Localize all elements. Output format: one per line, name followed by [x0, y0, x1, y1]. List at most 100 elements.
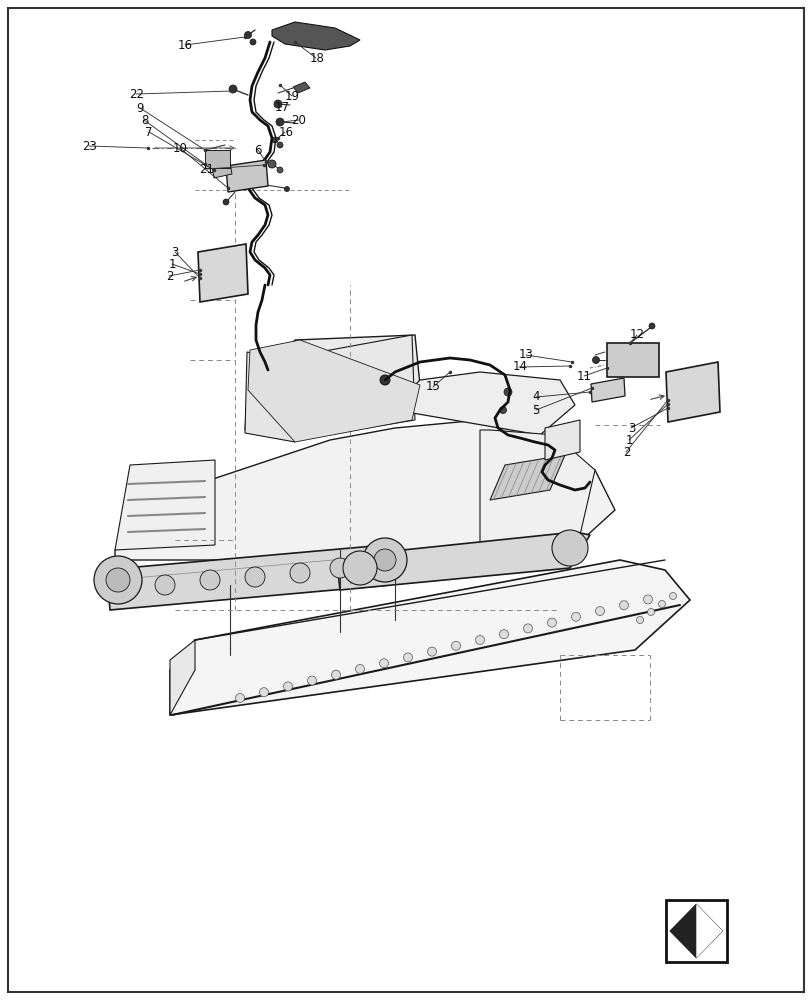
Polygon shape	[489, 455, 564, 500]
Polygon shape	[225, 160, 268, 192]
Text: 12: 12	[629, 328, 644, 342]
Text: 8: 8	[140, 114, 148, 127]
Circle shape	[636, 616, 642, 624]
Circle shape	[329, 558, 350, 578]
Text: 22: 22	[129, 88, 144, 101]
Text: 20: 20	[291, 114, 306, 127]
Circle shape	[475, 636, 484, 644]
Circle shape	[427, 647, 436, 656]
Circle shape	[223, 199, 229, 205]
Circle shape	[94, 556, 142, 604]
Circle shape	[200, 570, 220, 590]
Text: 19: 19	[285, 90, 299, 103]
Text: 1: 1	[624, 434, 633, 446]
Polygon shape	[169, 560, 689, 715]
Circle shape	[363, 538, 406, 582]
Polygon shape	[115, 420, 614, 560]
Polygon shape	[198, 244, 247, 302]
Circle shape	[268, 160, 276, 168]
Text: 23: 23	[82, 140, 97, 153]
Circle shape	[235, 694, 244, 702]
Circle shape	[284, 187, 290, 192]
Text: 14: 14	[512, 360, 526, 373]
Circle shape	[648, 323, 654, 329]
Polygon shape	[292, 335, 414, 440]
Circle shape	[669, 592, 676, 599]
Text: 13: 13	[518, 349, 533, 361]
Polygon shape	[544, 420, 579, 460]
Circle shape	[646, 608, 654, 615]
Text: 3: 3	[170, 245, 178, 258]
Circle shape	[260, 688, 268, 697]
Polygon shape	[337, 532, 590, 590]
Polygon shape	[590, 378, 624, 402]
Circle shape	[290, 563, 310, 583]
Circle shape	[451, 641, 460, 650]
Bar	[665, 900, 726, 962]
Polygon shape	[245, 335, 419, 430]
Text: 9: 9	[136, 102, 144, 115]
Polygon shape	[212, 162, 232, 178]
Text: 6: 6	[254, 144, 262, 157]
Text: 10: 10	[173, 142, 187, 155]
Polygon shape	[245, 352, 294, 442]
Circle shape	[499, 630, 508, 639]
Circle shape	[307, 676, 316, 685]
Polygon shape	[247, 340, 419, 442]
Bar	[607, 343, 659, 377]
Circle shape	[277, 142, 283, 148]
Polygon shape	[669, 904, 722, 958]
Text: 18: 18	[309, 52, 324, 65]
Circle shape	[245, 567, 264, 587]
Text: 17: 17	[275, 101, 290, 114]
Text: 4: 4	[531, 390, 539, 403]
Circle shape	[523, 624, 532, 633]
Circle shape	[374, 549, 396, 571]
Bar	[204, 150, 230, 168]
Circle shape	[106, 568, 130, 592]
Circle shape	[592, 357, 599, 363]
Circle shape	[355, 664, 364, 674]
Circle shape	[380, 375, 389, 385]
Circle shape	[403, 653, 412, 662]
Circle shape	[379, 659, 388, 668]
Circle shape	[499, 406, 506, 414]
Circle shape	[547, 618, 556, 627]
Circle shape	[283, 682, 292, 691]
Text: 16: 16	[178, 39, 192, 52]
Circle shape	[619, 601, 628, 610]
Polygon shape	[272, 22, 359, 50]
Text: 2: 2	[622, 446, 630, 458]
Circle shape	[272, 137, 277, 143]
Text: 3: 3	[627, 422, 635, 434]
Circle shape	[342, 551, 376, 585]
Text: 21: 21	[200, 163, 214, 176]
Circle shape	[276, 118, 284, 126]
Circle shape	[155, 575, 175, 595]
Circle shape	[244, 32, 251, 39]
Polygon shape	[108, 545, 394, 610]
Circle shape	[571, 612, 580, 621]
Circle shape	[277, 167, 283, 173]
Circle shape	[642, 595, 652, 604]
Circle shape	[551, 530, 587, 566]
Circle shape	[504, 388, 512, 396]
Circle shape	[229, 85, 237, 93]
Text: 16: 16	[278, 126, 293, 139]
Polygon shape	[479, 430, 594, 560]
Polygon shape	[695, 904, 722, 958]
Text: 11: 11	[577, 369, 591, 382]
Polygon shape	[169, 640, 195, 715]
Text: 2: 2	[165, 269, 174, 282]
Polygon shape	[293, 82, 310, 93]
Text: 15: 15	[425, 380, 440, 393]
Circle shape	[250, 39, 255, 45]
Circle shape	[658, 600, 665, 607]
Polygon shape	[394, 372, 574, 435]
Polygon shape	[665, 362, 719, 422]
Circle shape	[273, 100, 281, 108]
Text: 1: 1	[168, 257, 176, 270]
Circle shape	[594, 606, 603, 615]
Text: 7: 7	[144, 126, 152, 139]
Circle shape	[331, 670, 340, 679]
